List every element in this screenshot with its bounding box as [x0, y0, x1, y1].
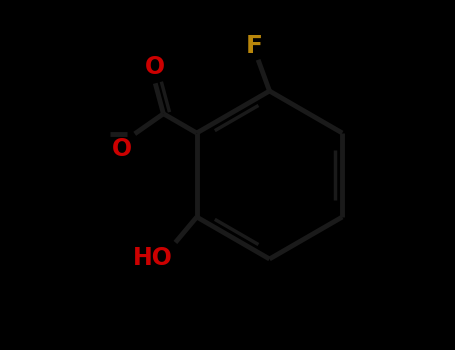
Text: HO: HO: [133, 246, 172, 270]
Text: O: O: [112, 137, 132, 161]
Text: F: F: [246, 34, 263, 58]
Text: O: O: [145, 55, 165, 79]
